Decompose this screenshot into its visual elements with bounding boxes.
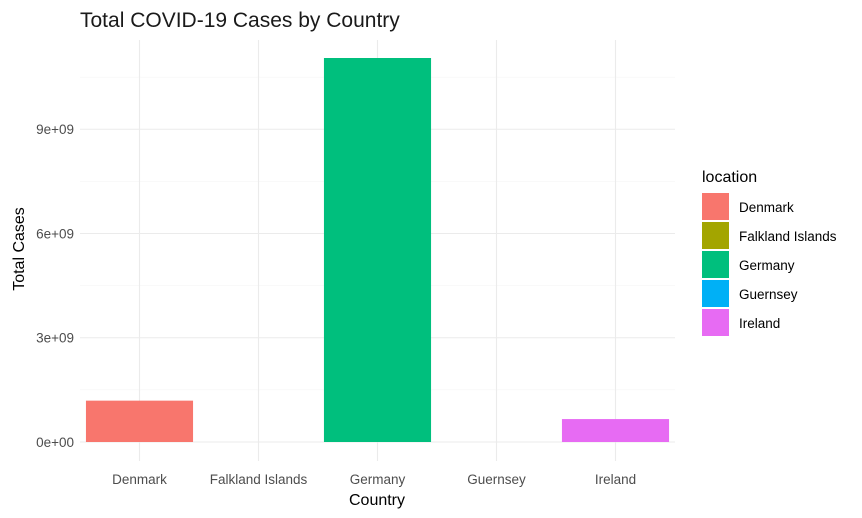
x-tick-label: Ireland [595,472,636,487]
legend-key [702,193,729,220]
legend-key [702,222,729,249]
legend: location Denmark Falkland Islands Germany G… [702,169,837,336]
x-tick-label: Denmark [112,472,167,487]
legend-label: Ireland [739,316,780,331]
legend-key [702,251,729,278]
x-tick-label: Germany [350,472,406,487]
y-tick-label: 6e+09 [36,226,74,241]
bar-germany [323,58,432,442]
x-axis-ticks: Denmark Falkland Islands Germany Guernsey Ir… [112,472,636,487]
y-axis-ticks: 0e+00 3e+09 6e+09 9e+09 [36,122,74,450]
y-axis-title: Total Cases [11,207,28,291]
chart-title: Total COVID-19 Cases by Country [80,9,400,32]
y-tick-label: 0e+00 [36,435,74,450]
legend-label: Falkland Islands [739,229,837,244]
legend-title: location [702,169,757,186]
y-tick-label: 3e+09 [36,331,74,346]
bar-denmark [85,400,194,442]
legend-label: Germany [739,258,795,273]
legend-key [702,280,729,307]
x-axis-title: Country [349,492,405,509]
x-tick-label: Guernsey [467,472,526,487]
bars [85,58,670,442]
y-tick-label: 9e+09 [36,122,74,137]
legend-key [702,309,729,336]
x-tick-label: Falkland Islands [210,472,308,487]
bar-ireland [561,419,670,442]
legend-label: Denmark [739,200,794,215]
legend-label: Guernsey [739,287,798,302]
